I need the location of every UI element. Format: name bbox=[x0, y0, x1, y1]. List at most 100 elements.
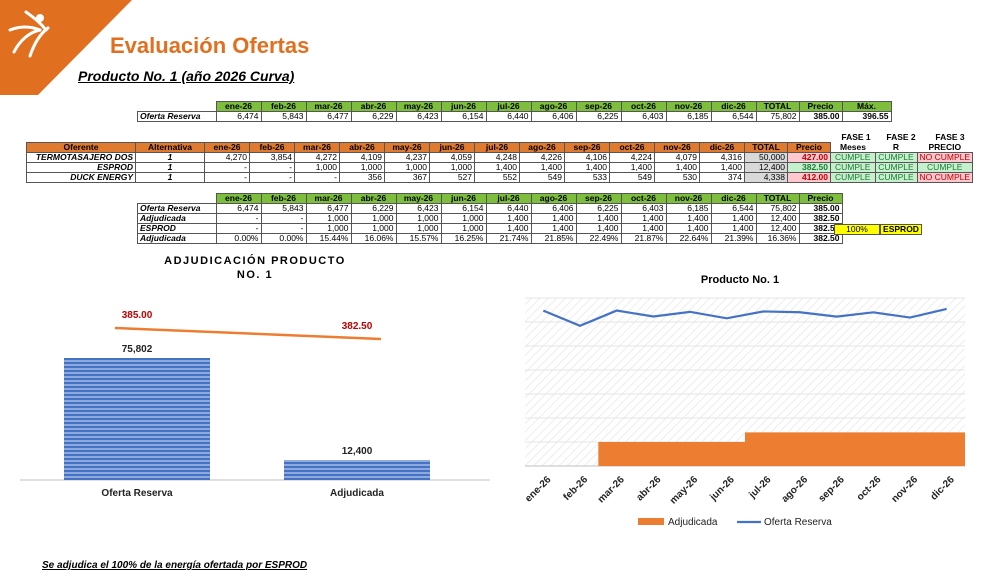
x-tick-label: nov-26 bbox=[890, 474, 921, 505]
x-tick-label: abr-26 bbox=[634, 474, 663, 503]
x-tick-label: dic-26 bbox=[929, 474, 958, 503]
table-cell: 6,225 bbox=[575, 203, 622, 214]
row-label: Adjudicada bbox=[137, 213, 217, 224]
bidder-name: ESPROD bbox=[26, 162, 136, 173]
col-max: Máx. bbox=[841, 101, 892, 112]
table-cell: 1,400 bbox=[609, 162, 655, 173]
month-header: dic-26 bbox=[710, 101, 757, 112]
table-cell: - bbox=[204, 162, 250, 173]
row-label: Oferta Reserva bbox=[137, 111, 217, 122]
chart1-title: ADJUDICACIÓN PRODUCTO NO. 1 bbox=[164, 255, 346, 281]
award-table: ene-26 feb-26 mar-26 abr-26 may-26 jun-26 jul-… bbox=[137, 193, 843, 244]
bar-value-label: 75,802 bbox=[122, 344, 153, 355]
table-cell: 530 bbox=[654, 172, 700, 183]
table-cell: 1,000 bbox=[350, 223, 397, 234]
award-bar-chart: 75,802 Oferta Reserva 12,400 Adjudicada 385.… bbox=[20, 310, 490, 499]
price-cell: 382.50 bbox=[798, 233, 843, 244]
month-header: abr-26 bbox=[350, 193, 397, 204]
month-header: mar-26 bbox=[305, 193, 352, 204]
table-cell: 0.00% bbox=[260, 233, 307, 244]
bidder-name: DUCK ENERGY bbox=[26, 172, 136, 183]
month-header: nov-26 bbox=[665, 101, 712, 112]
month-header: dic-26 bbox=[699, 142, 745, 153]
row-label: ESPROD bbox=[137, 223, 217, 234]
table-cell: 6,403 bbox=[620, 203, 667, 214]
month-header: ago-26 bbox=[530, 101, 577, 112]
table-cell: 356 bbox=[339, 172, 385, 183]
bidders-table: Oferente Alternativa ene-26 feb-26 mar-26 a… bbox=[26, 141, 974, 183]
table-cell: 1,400 bbox=[530, 223, 577, 234]
table-cell: 1,400 bbox=[620, 213, 667, 224]
table-cell: 1,400 bbox=[710, 223, 757, 234]
month-header: jul-26 bbox=[485, 101, 532, 112]
table-cell: 552 bbox=[474, 172, 520, 183]
category-label: Adjudicada bbox=[330, 488, 384, 499]
table-cell: 6,544 bbox=[710, 111, 757, 122]
table-cell: - bbox=[215, 223, 262, 234]
table-cell: 6,185 bbox=[665, 203, 712, 214]
phase1-sub: Meses bbox=[840, 141, 866, 152]
category-label: Oferta Reserva bbox=[101, 488, 173, 499]
phase2-sub: R bbox=[892, 141, 900, 152]
table-cell: 1,400 bbox=[530, 213, 577, 224]
month-header: jul-26 bbox=[485, 193, 532, 204]
month-header: ene-26 bbox=[215, 101, 262, 112]
table-cell: - bbox=[294, 172, 340, 183]
table-cell: 1,000 bbox=[350, 213, 397, 224]
table-cell: 527 bbox=[429, 172, 475, 183]
table-cell: 16.06% bbox=[350, 233, 397, 244]
price-cell: 412.00 bbox=[787, 172, 831, 183]
month-header: feb-26 bbox=[249, 142, 295, 153]
total-cell: 75,802 bbox=[755, 203, 800, 214]
col-alternativa: Alternativa bbox=[135, 142, 205, 153]
table-cell: 4,270 bbox=[204, 152, 250, 163]
month-header: sep-26 bbox=[575, 101, 622, 112]
table-cell: 6,406 bbox=[530, 203, 577, 214]
table-cell: 6,225 bbox=[575, 111, 622, 122]
table-cell: 1,000 bbox=[440, 213, 487, 224]
table-cell: 6,229 bbox=[350, 111, 397, 122]
legend-swatch-adjudicada bbox=[638, 518, 664, 525]
bar-0 bbox=[64, 358, 210, 480]
table-cell: 21.87% bbox=[620, 233, 667, 244]
phase3-sub: PRECIO bbox=[928, 141, 962, 152]
table-cell: 4,059 bbox=[429, 152, 475, 163]
table-cell: 4,226 bbox=[519, 152, 565, 163]
table-cell: 1,400 bbox=[564, 162, 610, 173]
price-cell: 382.50 bbox=[787, 162, 831, 173]
total-cell: 16.36% bbox=[755, 233, 800, 244]
month-header: oct-26 bbox=[609, 142, 655, 153]
table-cell: 15.44% bbox=[305, 233, 352, 244]
alternative: 1 bbox=[135, 172, 205, 183]
table-row: Adjudicada 0.00% 0.00% 15.44% 16.06% 15.57% 16… bbox=[137, 233, 843, 244]
table-cell: 6,423 bbox=[395, 203, 442, 214]
month-header: dic-26 bbox=[710, 193, 757, 204]
table-cell: 4,106 bbox=[564, 152, 610, 163]
table-cell: - bbox=[260, 213, 307, 224]
bar-value-label: 12,400 bbox=[342, 446, 373, 457]
month-header: sep-26 bbox=[575, 193, 622, 204]
table-cell: 1,400 bbox=[485, 213, 532, 224]
x-tick-label: jul-26 bbox=[746, 474, 773, 501]
table-row: Adjudicada - -1,000 1,000 1,000 1,000 1,400 1,4… bbox=[137, 213, 843, 224]
x-tick-label: jun-26 bbox=[707, 474, 737, 504]
company-logo bbox=[0, 0, 132, 95]
table-cell: 1,400 bbox=[519, 162, 565, 173]
month-header: mar-26 bbox=[305, 101, 352, 112]
table-cell: 549 bbox=[609, 172, 655, 183]
table-cell: - bbox=[249, 172, 295, 183]
max-cell: 396.55 bbox=[841, 111, 892, 122]
col-precio: Precio bbox=[798, 193, 843, 204]
price-label: 385.00 bbox=[122, 310, 153, 321]
x-tick-label: ago-26 bbox=[780, 474, 811, 505]
table-cell: 374 bbox=[699, 172, 745, 183]
table-cell: 549 bbox=[519, 172, 565, 183]
phase3-status: NO CUMPLE bbox=[916, 152, 974, 163]
bar-1 bbox=[284, 460, 430, 480]
col-oferente: Oferente bbox=[26, 142, 136, 153]
table-cell: 21.74% bbox=[485, 233, 532, 244]
phase2-header: FASE 2 bbox=[886, 132, 916, 142]
table-cell: 4,272 bbox=[294, 152, 340, 163]
alternative: 1 bbox=[135, 152, 205, 163]
col-total: TOTAL bbox=[744, 142, 788, 153]
